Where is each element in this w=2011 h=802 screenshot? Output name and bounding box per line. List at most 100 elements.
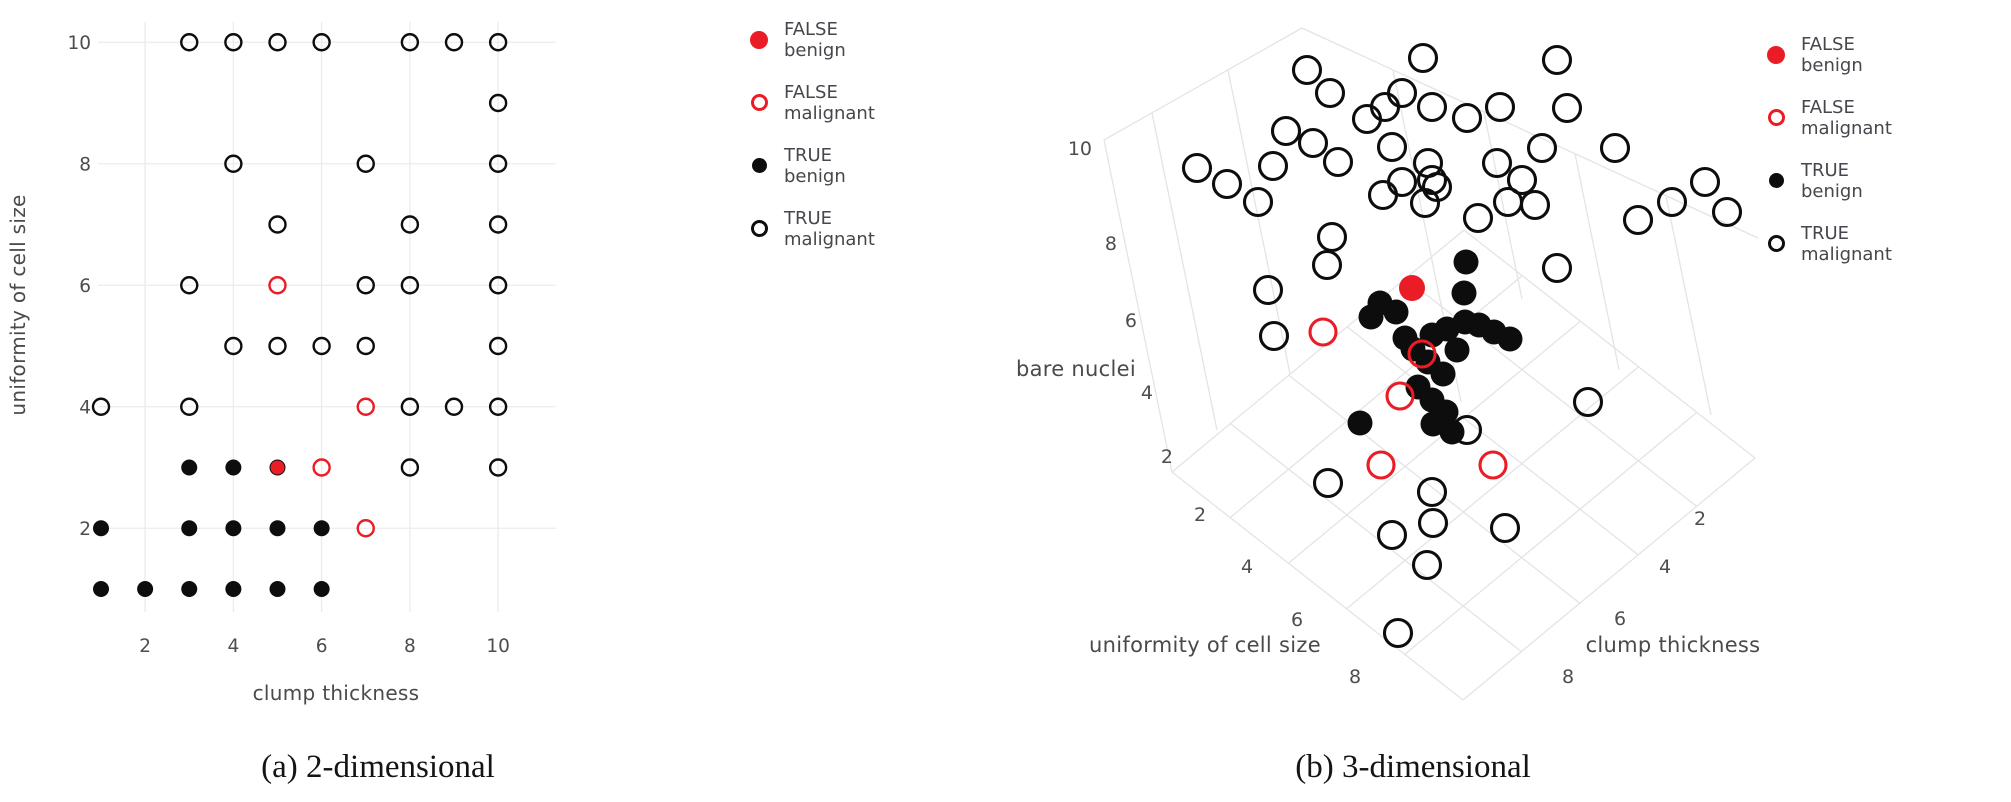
black-open-circle-icon <box>750 220 768 237</box>
point-false-malignant-3d <box>1407 339 1437 369</box>
point-true-benign-3d <box>1497 326 1523 352</box>
point-true-malignant <box>444 33 464 52</box>
y-tick-label-2d: 4 <box>79 397 91 418</box>
legend-label: FALSE malignant <box>1801 97 1892 139</box>
legend-label: FALSE benign <box>1801 34 1863 76</box>
legend-item-false-benign: FALSE benign <box>746 8 916 71</box>
point-true-benign <box>225 520 242 537</box>
legend-item-true-benign: TRUE benign <box>746 134 916 197</box>
point-true-malignant <box>400 33 420 52</box>
point-true-malignant-3d <box>1411 549 1443 581</box>
grid-3d-floor <box>1346 326 1639 556</box>
red-filled-circle-icon <box>750 30 768 49</box>
point-false-malignant-3d <box>1385 381 1415 411</box>
caption-a: (a) 2-dimensional <box>261 749 495 785</box>
grid-3d-floor <box>1171 229 1465 473</box>
point-true-benign <box>225 459 242 476</box>
grid-3d-floor <box>1405 277 1698 507</box>
point-true-malignant-3d <box>1322 146 1354 178</box>
point-true-malignant-3d <box>1311 249 1343 281</box>
point-false-malignant-3d <box>1478 450 1508 480</box>
red-open-circle-icon <box>1767 109 1785 126</box>
point-true-benign-3d <box>1347 410 1373 436</box>
y-tick-label-3d: 6 <box>1614 608 1626 630</box>
grid-3d-floor <box>1462 457 1756 701</box>
red-open-circle-icon <box>750 94 768 111</box>
legend-marker-column <box>746 158 772 173</box>
grid-3d-wall <box>1483 111 1523 300</box>
legend-3d: FALSE benign FALSE malignant TRUE benign TRUE m… <box>1763 23 1933 275</box>
point-true-malignant-3d <box>1481 147 1513 179</box>
z-tick-label-3d: 10 <box>1068 138 1092 160</box>
point-true-malignant-3d <box>1291 54 1323 86</box>
point-true-malignant-3d <box>1541 44 1573 76</box>
z-tick-label-3d: 6 <box>1125 310 1137 332</box>
z-tick-label-3d: 2 <box>1161 446 1173 468</box>
legend-label-line1: FALSE <box>1801 96 1855 118</box>
legend-marker-column <box>1763 173 1789 188</box>
legend-label: TRUE malignant <box>784 208 875 250</box>
legend-label-line1: TRUE <box>784 144 833 166</box>
point-true-malignant <box>488 336 508 356</box>
point-false-malignant <box>356 397 375 416</box>
point-true-benign-3d <box>1453 249 1479 275</box>
point-true-malignant-3d <box>1312 467 1344 499</box>
legend-item-false-malignant: FALSE malignant <box>1763 86 1933 149</box>
legend-label-line2: benign <box>1801 54 1863 76</box>
point-true-malignant-3d <box>1407 42 1439 74</box>
point-true-malignant <box>488 215 508 234</box>
legend-label: TRUE benign <box>1801 160 1863 202</box>
point-true-malignant-3d <box>1541 252 1573 284</box>
point-true-benign <box>137 581 154 597</box>
grid-3d-wall <box>1301 27 1759 239</box>
point-true-malignant <box>224 336 243 356</box>
point-true-malignant <box>312 336 331 356</box>
black-filled-circle-icon <box>1768 173 1784 188</box>
point-true-benign <box>181 520 198 537</box>
point-true-malignant-3d <box>1297 127 1329 159</box>
grid-3d-wall <box>1227 69 1291 375</box>
legend-marker-column <box>1763 45 1789 64</box>
point-true-malignant <box>180 397 199 416</box>
point-true-malignant-3d <box>1258 320 1290 352</box>
point-true-malignant-3d <box>1656 186 1688 218</box>
legend-item-true-malignant: TRUE malignant <box>746 197 916 260</box>
point-true-malignant <box>488 397 508 416</box>
x-tick-label-2d: 6 <box>316 636 328 657</box>
legend-label: FALSE benign <box>784 19 846 61</box>
y-tick-label-2d: 10 <box>67 33 91 54</box>
point-true-benign <box>313 581 330 597</box>
legend-marker-column <box>1763 109 1789 126</box>
legend-item-false-benign: FALSE benign <box>1763 23 1933 86</box>
grid-3d-floor <box>1404 411 1698 655</box>
point-true-malignant <box>400 276 420 295</box>
red-filled-circle-icon <box>1767 45 1785 64</box>
x-axis-label-2d: clump thickness <box>252 681 420 705</box>
point-true-malignant-3d <box>1386 166 1418 198</box>
legend-item-true-malignant: TRUE malignant <box>1763 212 1933 275</box>
grid-3d-wall <box>1103 139 1173 473</box>
point-true-malignant <box>488 458 508 477</box>
x-tick-label-2d: 8 <box>404 636 416 657</box>
y-axis-label-3d: clump thickness <box>1585 633 1761 657</box>
x-tick-label-3d: 6 <box>1291 609 1303 631</box>
point-true-malignant <box>400 215 420 234</box>
point-true-benign <box>181 459 198 476</box>
point-true-benign-3d <box>1383 299 1409 325</box>
point-true-malignant-3d <box>1599 132 1631 164</box>
point-true-malignant-3d <box>1270 115 1302 147</box>
point-true-malignant-3d <box>1416 91 1448 123</box>
point-true-malignant <box>224 154 243 173</box>
legend-label-line1: FALSE <box>784 81 838 103</box>
point-false-malignant-3d <box>1308 317 1338 347</box>
point-true-malignant-3d <box>1451 102 1483 134</box>
point-true-malignant-3d <box>1622 204 1654 236</box>
point-true-malignant-3d <box>1519 189 1551 221</box>
grid-3d-floor <box>1287 320 1581 564</box>
legend-marker-column <box>746 220 772 237</box>
legend-2d: FALSE benign FALSE malignant TRUE benign TRUE m… <box>746 8 916 260</box>
point-true-malignant <box>444 397 464 416</box>
legend-marker-column <box>746 30 772 49</box>
y-tick-label-3d: 2 <box>1694 508 1706 530</box>
grid-3d-wall <box>1103 27 1303 141</box>
